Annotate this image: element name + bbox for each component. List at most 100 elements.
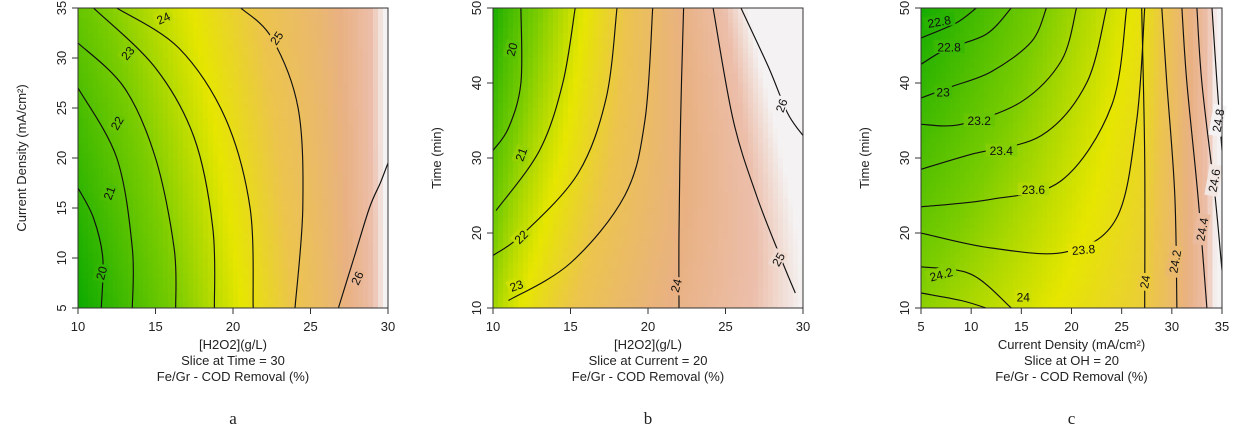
panel-a-letter: a [229, 409, 237, 428]
panel-a-y-tick-label-1: 10 [54, 251, 69, 265]
panel-b-x-tick-label-3: 25 [718, 319, 732, 334]
panel-c-x-tick-label-0: 5 [917, 319, 924, 334]
panel-c-contour-label-text-5: 23.6 [1022, 183, 1046, 197]
panel-a-caption-line-1: Fe/Gr - COD Removal (%) [157, 369, 309, 384]
panel-b-y-tick-label-4: 50 [469, 1, 484, 15]
panel-c-contour-4 [921, 8, 1108, 170]
panel-b-y-tick-label-1: 20 [469, 226, 484, 240]
panel-a-contour-label-0: 20 [92, 262, 110, 284]
panel-c-contour-label-9: 24 [1136, 271, 1153, 292]
panel-c-contour-12 [1196, 8, 1222, 271]
panel-a-contour-0 [78, 187, 104, 308]
panel-b-contour-label-text-6: 26 [773, 97, 791, 115]
panel-a-y-tick-label-6: 35 [54, 1, 69, 15]
panel-a-x-tick-label-3: 25 [303, 319, 317, 334]
panel-c-contour-label-text-12: 24.6 [1206, 168, 1224, 194]
panel-a-contour-label-6: 26 [346, 267, 367, 289]
panel-b-contour-6 [740, 8, 803, 136]
panel-c-contour-6 [921, 8, 1146, 255]
panel-c-caption-line-1: Fe/Gr - COD Removal (%) [995, 369, 1147, 384]
panel-c-contour-label-text-11: 24.4 [1193, 216, 1211, 242]
panel-c-chart: 22.8 22.8 23 23.2 23.4 23.6 23.8 24.2 24 24 24.2 24… [857, 1, 1229, 428]
panel-a-contours [78, 8, 388, 308]
panel-a-x-axis-label: [H2O2](g/L) [199, 337, 267, 352]
panel-c-y-axis-label: Time (min) [857, 127, 872, 189]
panel-c-letter: c [1068, 409, 1076, 428]
panel-a-x-tick-label-2: 20 [226, 319, 240, 334]
panel-b-contour-0 [493, 8, 523, 151]
panel-a-contour-1 [78, 87, 134, 308]
panel-a-y-tick-label-0: 5 [54, 304, 69, 311]
panel-c-contour-7 [921, 266, 1012, 308]
panel-c-y-tick-label-3: 40 [897, 76, 912, 90]
panel-c-y-tick-label-2: 30 [897, 151, 912, 165]
panel-a-y-tick-label-4: 25 [54, 101, 69, 115]
panel-a-contour-6 [337, 162, 388, 308]
panel-c-contour-label-1: 22.8 [933, 40, 965, 55]
panel-c-contour-label-8: 24 [1014, 289, 1033, 304]
panel-c-contour-label-5: 23.6 [1017, 182, 1049, 197]
panel-a-contour-label-text-2: 22 [108, 114, 127, 133]
panel-b-y-tick-label-3: 40 [469, 76, 484, 90]
panel-a-contour-label-4: 24 [152, 7, 174, 28]
panel-c-contour-label-7: 24.2 [924, 263, 958, 285]
panel-c-contour-11 [1181, 8, 1208, 308]
panel-b-x-axis-label: [H2O2](g/L) [614, 337, 682, 352]
panel-c-contour-label-6: 23.8 [1067, 241, 1100, 258]
panel-c-contour-label-text-10: 24.2 [1166, 249, 1184, 275]
panel-c-contour-label-0: 22.8 [922, 11, 956, 31]
panel-b-x-tick-label-1: 15 [563, 319, 577, 334]
panel-c-y-tick-label-1: 20 [897, 226, 912, 240]
panel-b-contour-label-text-3: 23 [508, 277, 526, 295]
panel-a-y-tick-label-5: 30 [54, 51, 69, 65]
panel-c-x-axis-label: Current Density (mA/cm²) [998, 337, 1145, 352]
panel-b-contour-1 [495, 8, 576, 211]
panel-b-contour-label-4: 24 [666, 275, 685, 296]
panel-c-x-tick-label-4: 25 [1114, 319, 1128, 334]
panel-c-contour-label-text-2: 23 [936, 86, 950, 100]
panel-a-y-tick-label-3: 20 [54, 151, 69, 165]
panel-c-contour-label-text-9: 24 [1137, 274, 1153, 290]
panel-b-contours [493, 8, 803, 308]
panel-a-contour-label-1: 21 [99, 182, 119, 204]
panel-b-contour-3 [508, 8, 654, 301]
panel-b-caption-line-1: Fe/Gr - COD Removal (%) [572, 369, 724, 384]
panel-c-contour-label-10: 24.2 [1165, 244, 1184, 278]
panel-a-contour-label-text-0: 20 [93, 265, 110, 282]
panel-a-contour-4 [116, 8, 254, 308]
panel-a-contour-2 [78, 42, 177, 308]
panel-a-contour-label-text-1: 21 [101, 184, 119, 202]
panel-b-contour-label-5: 25 [767, 248, 788, 270]
panel-a-x-tick-label-4: 30 [381, 319, 395, 334]
panel-a-y-axis-label: Current Density (mA/cm²) [14, 84, 29, 231]
panel-c-x-tick-label-5: 30 [1165, 319, 1179, 334]
panel-c-y-tick-label-0: 10 [897, 301, 912, 315]
panel-a-contour-label-5: 25 [265, 26, 287, 49]
panel-a-contour-5 [240, 8, 304, 308]
panel-a-x-tick-label-0: 10 [71, 319, 85, 334]
panel-c-contour-label-text-4: 23.4 [990, 144, 1014, 158]
panel-c-contour-label-3: 23.2 [963, 113, 995, 128]
panel-b-x-tick-label-0: 10 [486, 319, 500, 334]
panel-c-x-tick-label-1: 10 [964, 319, 978, 334]
panel-c-contour-label-text-0: 22.8 [926, 13, 952, 31]
panel-b-letter: b [644, 409, 653, 428]
panel-c-contour-label-text-1: 22.8 [937, 41, 961, 55]
panel-c-x-tick-label-6: 35 [1215, 319, 1229, 334]
panel-b-contour-label-text-0: 20 [504, 41, 521, 58]
panel-a-caption-line-0: Slice at Time = 30 [181, 353, 285, 368]
panel-b-y-tick-label-2: 30 [469, 151, 484, 165]
panel-b-x-tick-label-2: 20 [641, 319, 655, 334]
panel-b-contour-label-2: 22 [509, 225, 532, 248]
panel-c-contour-0 [921, 8, 977, 39]
panel-b-contour-label-text-1: 21 [513, 146, 531, 164]
panel-c-contour-label-11: 24.4 [1192, 212, 1211, 246]
panel-c-contour-8 [921, 292, 987, 308]
panel-a-x-tick-label-1: 15 [148, 319, 162, 334]
panel-c-contour-label-text-3: 23.2 [968, 114, 992, 128]
panel-b-contour-label-3: 23 [505, 275, 527, 295]
panel-a-contour-label-text-4: 24 [154, 9, 172, 27]
panel-b-contour-label-text-5: 25 [769, 250, 788, 269]
panel-c-contours [921, 8, 1222, 308]
